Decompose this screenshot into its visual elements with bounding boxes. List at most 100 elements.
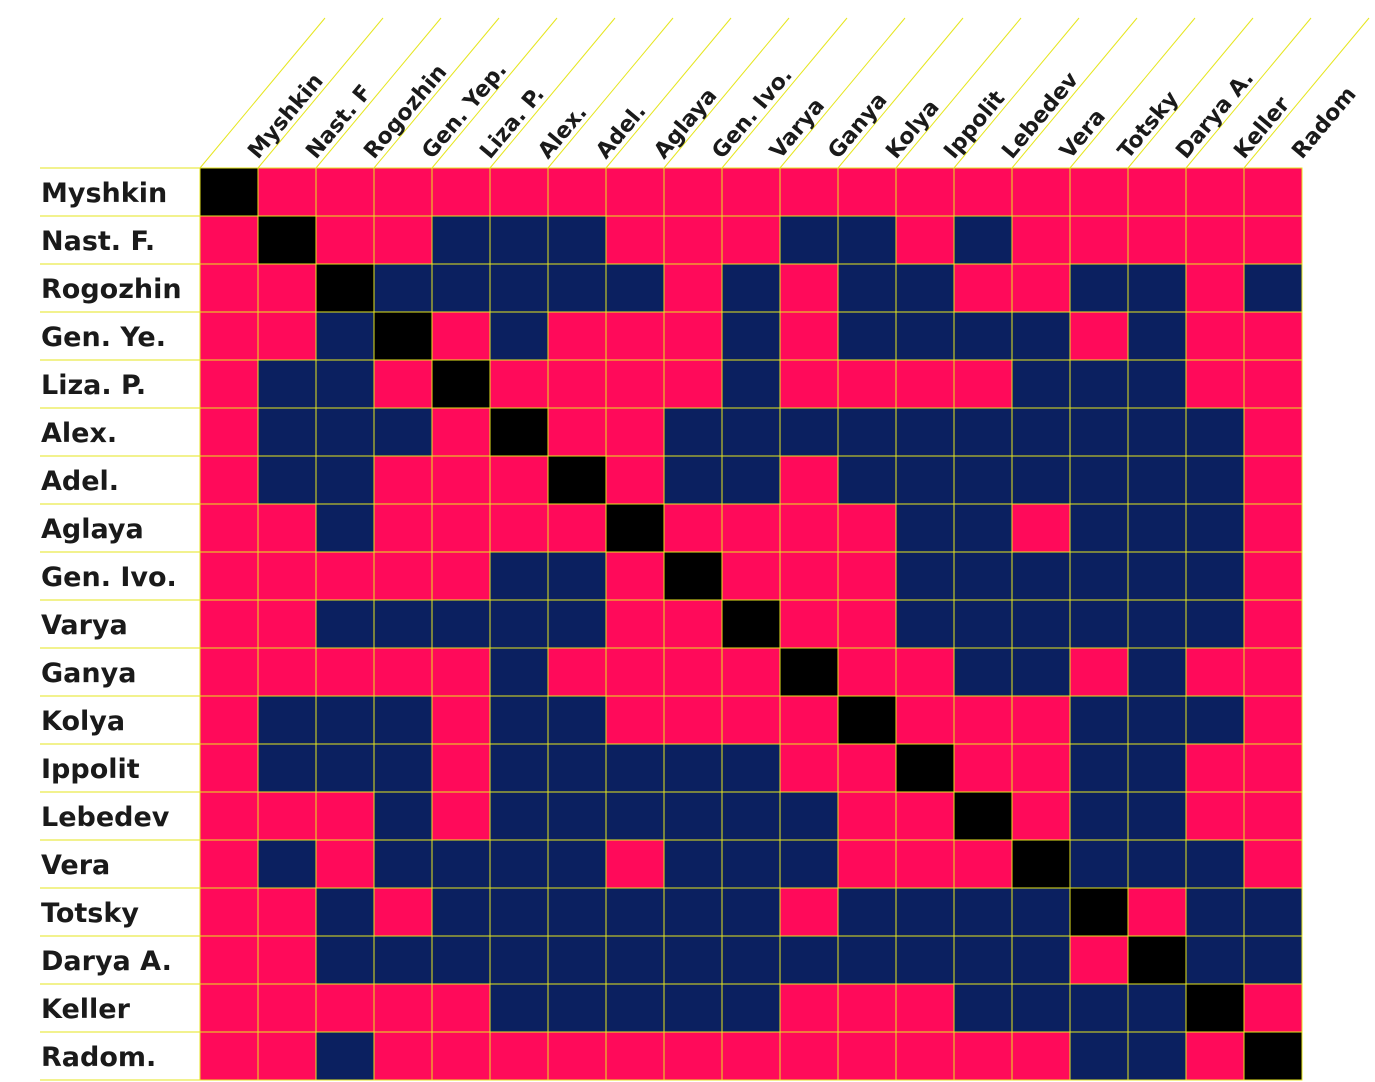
matrix-cell	[837, 551, 897, 601]
matrix-cell	[373, 359, 433, 409]
matrix-cell	[895, 551, 955, 601]
matrix-cell	[1069, 839, 1129, 889]
matrix-cell	[1243, 791, 1303, 841]
matrix-cell	[779, 1031, 839, 1081]
matrix-cell	[431, 887, 491, 937]
row-label: Lebedev	[41, 802, 170, 833]
matrix-cell	[547, 647, 607, 697]
column-label: Adel.	[591, 99, 651, 164]
row-label: Ganya	[41, 658, 136, 689]
matrix-cell	[605, 263, 665, 313]
matrix-cell	[1185, 455, 1245, 505]
matrix-cell	[721, 359, 781, 409]
matrix-cell	[1069, 647, 1129, 697]
matrix-cell	[721, 455, 781, 505]
matrix-cell	[1185, 311, 1245, 361]
matrix-cell	[1185, 839, 1245, 889]
matrix-cell	[663, 311, 723, 361]
matrix-cell	[257, 887, 317, 937]
matrix-cell	[721, 983, 781, 1033]
matrix-cell	[547, 551, 607, 601]
matrix-cell	[489, 935, 549, 985]
row-label: Rogozhin	[41, 274, 182, 305]
matrix-cell	[1185, 407, 1245, 457]
matrix-cell	[315, 647, 375, 697]
matrix-cell	[1069, 263, 1129, 313]
matrix-cell	[547, 599, 607, 649]
matrix-cell	[1127, 503, 1187, 553]
matrix-cell	[315, 887, 375, 937]
row-label: Liza. P.	[41, 370, 146, 401]
matrix-cell	[1011, 215, 1071, 265]
matrix-cell	[663, 551, 723, 601]
matrix-cell	[779, 599, 839, 649]
matrix-cell	[837, 743, 897, 793]
matrix-cell	[1243, 695, 1303, 745]
matrix-cell	[373, 215, 433, 265]
matrix-cell	[547, 791, 607, 841]
matrix-cell	[431, 503, 491, 553]
matrix-cell	[489, 311, 549, 361]
matrix-cell	[1069, 983, 1129, 1033]
matrix-cell	[953, 839, 1013, 889]
matrix-cell	[1185, 215, 1245, 265]
matrix-cell	[199, 887, 259, 937]
matrix-cell	[489, 215, 549, 265]
matrix-cell	[1243, 359, 1303, 409]
matrix-cell	[605, 695, 665, 745]
matrix-cell	[257, 455, 317, 505]
matrix-cell	[1011, 647, 1071, 697]
column-label: Totsky	[1113, 87, 1183, 164]
matrix-cell	[953, 887, 1013, 937]
matrix-cell	[895, 503, 955, 553]
matrix-cell	[373, 1031, 433, 1081]
row-label: Varya	[41, 610, 128, 641]
matrix-cell	[1127, 839, 1187, 889]
matrix-cell	[431, 935, 491, 985]
matrix-cell	[1185, 935, 1245, 985]
matrix-cell	[1069, 359, 1129, 409]
matrix-cell	[489, 647, 549, 697]
matrix-cell	[431, 647, 491, 697]
matrix-cell	[431, 791, 491, 841]
matrix-cell	[663, 647, 723, 697]
matrix-cell	[721, 311, 781, 361]
matrix-cell	[373, 695, 433, 745]
matrix-cell	[373, 887, 433, 937]
matrix-cell	[837, 887, 897, 937]
matrix-cell	[663, 407, 723, 457]
matrix-cell	[431, 551, 491, 601]
matrix-cell	[779, 359, 839, 409]
matrix-cell	[257, 167, 317, 217]
matrix-cell	[315, 935, 375, 985]
column-label: Ganya	[823, 88, 892, 164]
matrix-cell	[1069, 743, 1129, 793]
row-label: Kolya	[41, 706, 125, 737]
column-label: Ippolit	[939, 86, 1010, 164]
matrix-cell	[1185, 359, 1245, 409]
matrix-cell	[373, 455, 433, 505]
matrix-cell	[315, 167, 375, 217]
matrix-cell	[1011, 263, 1071, 313]
matrix-cell	[199, 455, 259, 505]
matrix-cell	[837, 599, 897, 649]
matrix-cell	[547, 167, 607, 217]
matrix-cell	[199, 407, 259, 457]
matrix-cell	[315, 791, 375, 841]
matrix-cell	[837, 407, 897, 457]
row-label: Totsky	[41, 898, 139, 929]
matrix-cell	[1011, 695, 1071, 745]
matrix-cell	[431, 407, 491, 457]
column-guide-line	[1127, 17, 1254, 169]
matrix-cell	[1243, 263, 1303, 313]
matrix-cell	[199, 839, 259, 889]
matrix-cell	[1185, 983, 1245, 1033]
matrix-cell	[779, 983, 839, 1033]
matrix-cell	[721, 887, 781, 937]
matrix-cell	[895, 455, 955, 505]
matrix-cell	[1243, 407, 1303, 457]
matrix-cell	[895, 647, 955, 697]
matrix-cell	[373, 791, 433, 841]
matrix-cell	[1243, 887, 1303, 937]
matrix-cell	[315, 311, 375, 361]
